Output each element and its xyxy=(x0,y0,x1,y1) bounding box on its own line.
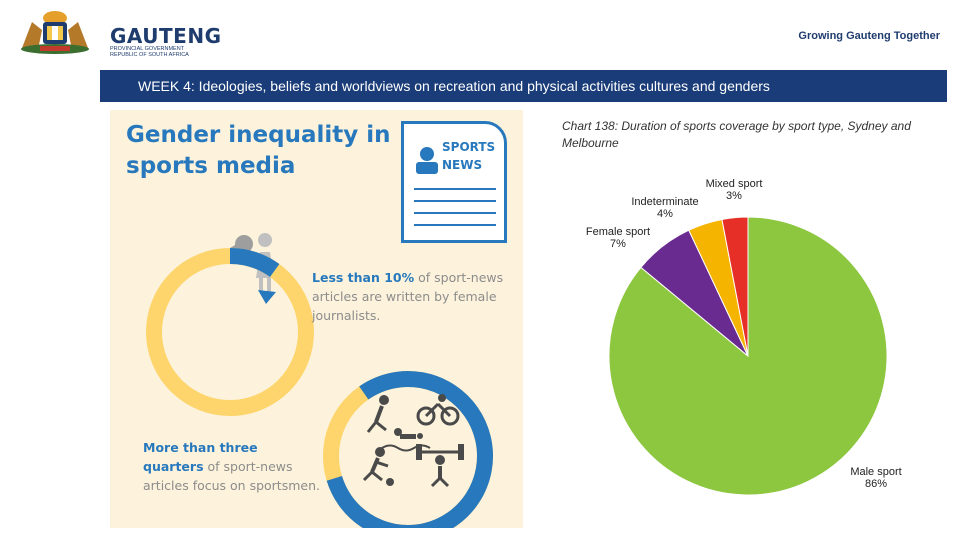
pie-chart-panel: Chart 138: Duration of sports coverage b… xyxy=(540,110,950,530)
sportsmen-arc xyxy=(323,371,493,528)
arrow-down-icon xyxy=(258,290,276,304)
label-male-sport: Male sport 86% xyxy=(850,466,902,490)
coat-of-arms-icon xyxy=(21,11,89,54)
soccer-player-icon xyxy=(366,395,402,436)
pie-chart xyxy=(608,216,888,496)
slide-title: WEEK 4: Ideologies, beliefs and worldvie… xyxy=(100,70,947,102)
female-journalists-donut xyxy=(146,248,314,416)
cyclist-icon xyxy=(416,394,460,426)
label-mixed-sport: Mixed sport 3% xyxy=(705,178,763,202)
logo-name: GAUTENG xyxy=(110,24,222,48)
infographic-panel: Gender inequality in sports media SPORTS… xyxy=(110,110,523,528)
gauteng-logo: GAUTENG PROVINCIAL GOVERNMENT REPUBLIC O… xyxy=(10,8,221,58)
infographic-title: Gender inequality in sports media xyxy=(126,122,391,179)
person-icon xyxy=(416,147,438,174)
logo-subtitle-2: REPUBLIC OF SOUTH AFRICA xyxy=(110,52,189,58)
swimmer-icon xyxy=(381,433,431,452)
logo-subtitle: PROVINCIAL GOVERNMENT xyxy=(110,46,185,52)
pie-slice-mixed-sport xyxy=(721,216,749,357)
female-journalists-arc xyxy=(146,248,314,416)
label-female-sport: Female sport 7% xyxy=(585,226,651,250)
label-indeterminate: Indeterminate 4% xyxy=(631,196,699,220)
paper-label-news: NEWS xyxy=(442,158,483,172)
infographic-graphics xyxy=(146,233,493,528)
sportsmen-stat: More than three quarters of sport-news ar… xyxy=(143,440,320,493)
runner-icon xyxy=(362,447,394,486)
paper-label-sports: SPORTS xyxy=(442,140,496,154)
weightlifter-icon xyxy=(416,444,464,488)
newspaper-icon: SPORTS NEWS xyxy=(401,121,507,243)
chart-title: Chart 138: Duration of sports coverage b… xyxy=(562,119,911,150)
tagline: Growing Gauteng Together xyxy=(798,30,940,42)
female-journalists-stat: Less than 10% of sport-news articles are… xyxy=(312,270,504,323)
